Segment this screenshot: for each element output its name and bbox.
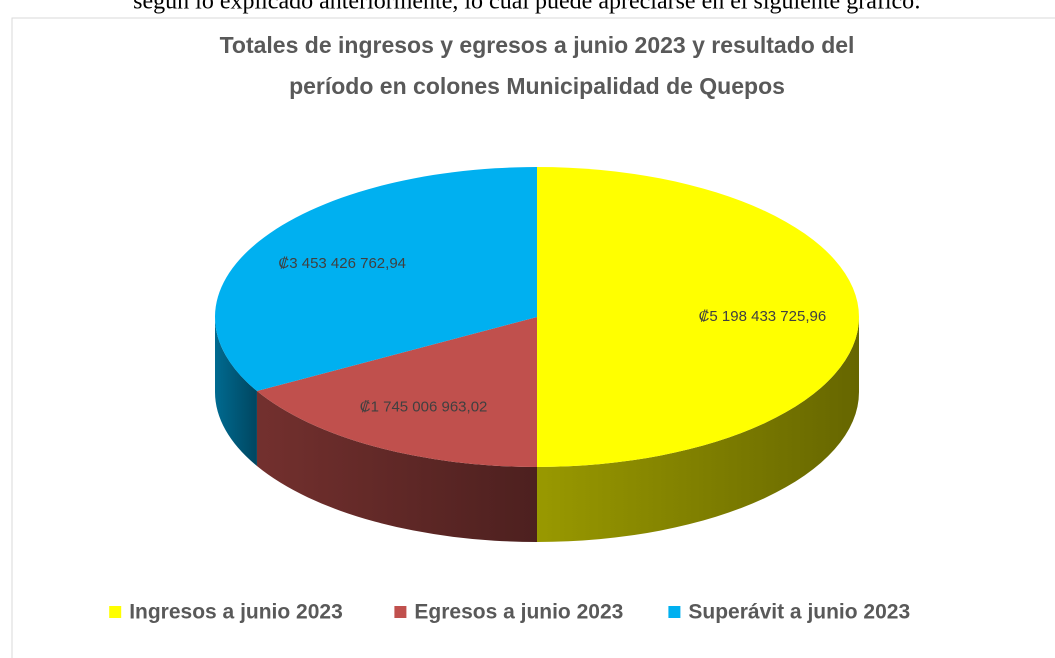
legend-swatch <box>109 606 122 618</box>
pie-slice <box>215 167 538 392</box>
data-label: ₡1 745 006 963,02 <box>360 399 488 416</box>
data-label: ₡3 453 426 762,94 <box>278 255 406 272</box>
paragraph: según lo explicado anteriormente, lo cua… <box>133 0 921 15</box>
legend-label: Superávit a junio 2023 <box>688 601 910 624</box>
legend-swatch <box>668 606 681 618</box>
legend-swatch <box>394 606 407 618</box>
chart-title: Totales de ingresos y egresos a junio 20… <box>220 32 855 58</box>
pie-side <box>256 391 537 542</box>
data-label: ₡5 198 433 725,96 <box>699 308 827 325</box>
chart-title: período en colones Municipalidad de Quep… <box>289 73 785 99</box>
pie-side <box>215 317 257 467</box>
pie-slice <box>537 167 859 467</box>
pie-side <box>537 317 859 542</box>
legend-label: Egresos a junio 2023 <box>414 601 623 624</box>
pie-slice <box>256 317 537 467</box>
legend-label: Ingresos a junio 2023 <box>129 601 343 624</box>
